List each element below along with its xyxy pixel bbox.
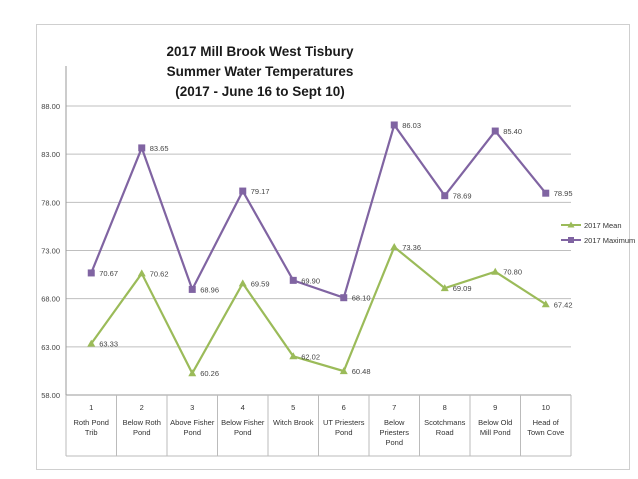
data-label: 69.59 <box>251 279 270 288</box>
category-name: Pond <box>385 438 403 447</box>
data-point <box>491 127 499 135</box>
category-number: 5 <box>291 403 295 412</box>
data-point <box>339 367 348 375</box>
category-name: Trib <box>85 428 98 437</box>
category-name: Above Fisher <box>170 418 215 427</box>
data-point <box>390 243 399 251</box>
y-tick-label: 78.00 <box>41 198 60 207</box>
category-number: 6 <box>342 403 346 412</box>
chart-frame <box>36 24 630 470</box>
data-point <box>491 267 500 275</box>
data-point <box>239 187 247 195</box>
data-label: 60.26 <box>200 369 219 378</box>
data-label: 73.36 <box>402 243 421 252</box>
data-point <box>541 300 550 308</box>
data-point <box>441 192 449 200</box>
legend-label: 2017 Mean <box>584 221 622 230</box>
category-name: Mill Pond <box>480 428 511 437</box>
data-point <box>440 284 449 292</box>
data-point <box>188 369 197 377</box>
y-tick-label: 88.00 <box>41 102 60 111</box>
category-name: Road <box>436 428 454 437</box>
category-name: Below Roth <box>123 418 161 427</box>
y-tick-label: 83.00 <box>41 150 60 159</box>
category-number: 10 <box>542 403 550 412</box>
data-point <box>340 294 348 302</box>
legend-label: 2017 Maximum <box>584 236 635 245</box>
data-label: 67.42 <box>554 300 573 309</box>
category-name: Below Old <box>478 418 512 427</box>
y-tick-label: 73.00 <box>41 247 60 256</box>
legend-marker <box>568 237 574 243</box>
category-number: 8 <box>443 403 447 412</box>
category-name: Pond <box>335 428 353 437</box>
category-name: Pond <box>183 428 201 437</box>
category-number: 9 <box>493 403 497 412</box>
data-label: 78.95 <box>554 189 573 198</box>
data-label: 69.09 <box>453 284 472 293</box>
category-name: Witch Brook <box>273 418 314 427</box>
series-line-mean <box>90 245 547 376</box>
legend-marker <box>567 221 575 228</box>
data-point <box>188 285 196 293</box>
data-label: 68.10 <box>352 294 371 303</box>
data-label: 63.33 <box>99 340 118 349</box>
y-tick-label: 68.00 <box>41 295 60 304</box>
data-label: 85.40 <box>503 127 522 136</box>
category-number: 4 <box>241 403 245 412</box>
data-label: 68.96 <box>200 285 219 294</box>
chart-title-line-2: Summer Water Temperatures <box>166 64 354 79</box>
data-point <box>390 121 398 129</box>
category-name: Below Fisher <box>221 418 265 427</box>
data-label: 83.65 <box>150 144 169 153</box>
category-name: Head of <box>533 418 560 427</box>
data-label: 70.62 <box>150 269 169 278</box>
category-number: 7 <box>392 403 396 412</box>
category-name: Scotchmans <box>424 418 466 427</box>
data-point <box>542 189 550 197</box>
data-label: 70.80 <box>503 268 522 277</box>
data-label: 62.02 <box>301 352 320 361</box>
category-number: 3 <box>190 403 194 412</box>
y-tick-label: 58.00 <box>41 391 60 400</box>
data-point <box>289 276 297 284</box>
data-label: 60.48 <box>352 367 371 376</box>
data-point <box>87 339 96 347</box>
data-point <box>289 352 298 360</box>
data-point <box>138 144 146 152</box>
series-line-maximum <box>90 122 547 300</box>
data-point <box>87 269 95 277</box>
category-number: 1 <box>89 403 93 412</box>
data-point <box>238 279 247 287</box>
data-label: 69.90 <box>301 276 320 285</box>
category-name: Below <box>384 418 405 427</box>
data-label: 70.67 <box>99 269 118 278</box>
category-name: Priesters <box>379 428 409 437</box>
data-label: 79.17 <box>251 187 270 196</box>
data-point <box>137 269 146 277</box>
chart-title-line-3: (2017 - June 16 to Sept 10) <box>175 84 345 99</box>
y-tick-label: 63.00 <box>41 343 60 352</box>
category-name: UT Priesters <box>323 418 365 427</box>
category-name: Pond <box>234 428 252 437</box>
chart-title-line-1: 2017 Mill Brook West Tisbury <box>166 44 354 59</box>
category-name: Pond <box>133 428 151 437</box>
data-label: 86.03 <box>402 121 421 130</box>
category-number: 2 <box>140 403 144 412</box>
category-name: Roth Pond <box>74 418 109 427</box>
category-name: Town Cove <box>527 428 564 437</box>
data-label: 78.69 <box>453 192 472 201</box>
